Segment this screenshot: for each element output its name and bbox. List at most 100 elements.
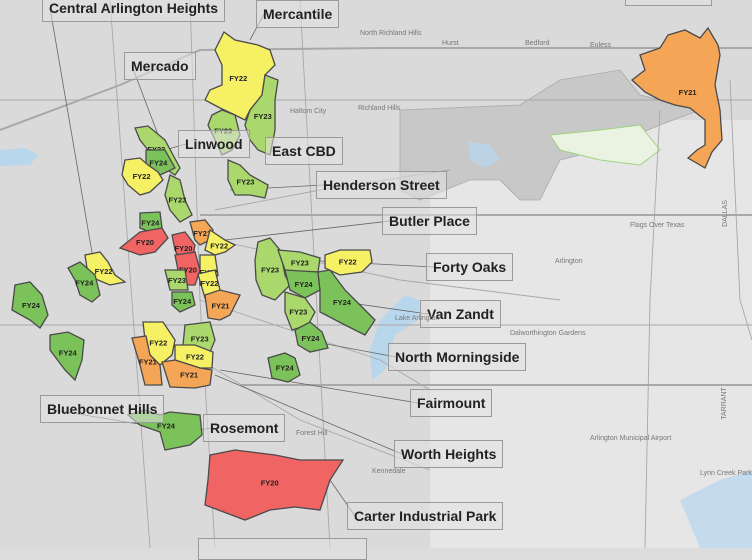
district-label: FY21 <box>193 229 211 238</box>
district-shape[interactable] <box>204 449 345 521</box>
place-label: Hurst <box>442 40 459 47</box>
district-label: FY20 <box>175 244 193 253</box>
district-fy24[interactable]: FY24 <box>67 261 101 303</box>
district-shape[interactable] <box>204 289 241 321</box>
district-label: FY24 <box>333 298 352 307</box>
district-shape[interactable] <box>11 281 49 329</box>
district-fy22[interactable]: FY22 <box>324 249 373 276</box>
district-fy22[interactable]: FY22 <box>204 31 276 121</box>
place-label: North Richland Hills <box>360 30 422 37</box>
district-fy24[interactable]: FY24 <box>171 291 196 313</box>
district-label: FY21 <box>139 357 157 366</box>
district-shape[interactable] <box>284 269 321 299</box>
park-area <box>549 124 661 166</box>
district-shape[interactable] <box>204 228 237 256</box>
callout-carter-industrial-park[interactable]: Carter Industrial Park <box>347 502 504 530</box>
district-label: FY22 <box>186 352 204 361</box>
road <box>644 109 661 548</box>
district-label: FY24 <box>149 159 168 168</box>
district-fy23[interactable]: FY23 <box>244 74 279 156</box>
district-fy23[interactable]: FY23 <box>227 159 269 199</box>
district-label: FY23 <box>261 265 279 274</box>
district-shape[interactable] <box>324 249 373 276</box>
district-shape[interactable] <box>317 269 376 336</box>
callout-central-arlington-heights[interactable]: Central Arlington Heights <box>42 0 226 22</box>
callout-worth-heights[interactable]: Worth Heights <box>394 440 504 468</box>
district-label: FY23 <box>168 196 186 205</box>
leader-line <box>219 369 419 404</box>
district-fy21[interactable]: FY21 <box>204 289 241 321</box>
district-fy20[interactable]: FY20 <box>118 227 169 256</box>
district-shape[interactable] <box>118 227 169 256</box>
district-fy24[interactable]: FY24 <box>11 281 49 329</box>
district-shape[interactable] <box>244 74 279 156</box>
district-shape[interactable] <box>227 159 269 199</box>
district-shape[interactable] <box>254 237 291 301</box>
district-shape[interactable] <box>161 359 213 389</box>
district-label: FY23 <box>168 276 186 285</box>
district-shape[interactable] <box>294 321 329 353</box>
place-label: DALLAS <box>721 200 729 227</box>
district-label: FY21 <box>180 370 198 379</box>
callout-van-zandt[interactable]: Van Zandt <box>420 300 501 328</box>
district-label: FY22 <box>201 279 219 288</box>
district-fy22[interactable]: FY22 <box>121 157 164 196</box>
district-fy21[interactable]: FY21 <box>161 359 213 389</box>
callout-forty-oaks[interactable]: Forty Oaks <box>426 253 514 281</box>
district-fy24[interactable]: FY24 <box>49 331 85 382</box>
road <box>109 0 151 548</box>
district-label: FY24 <box>295 280 314 289</box>
callout-henderson-street[interactable]: Henderson Street <box>316 171 447 199</box>
district-label: FY21 <box>679 88 697 97</box>
callout-cropped[interactable] <box>625 0 712 6</box>
district-label: FY23 <box>291 258 309 267</box>
callout-mercantile[interactable]: Mercantile <box>256 0 340 28</box>
district-shape[interactable] <box>630 26 723 169</box>
road <box>199 299 431 391</box>
callout-cropped[interactable] <box>198 538 367 560</box>
callout-east-cbd[interactable]: East CBD <box>265 137 343 165</box>
leader-line <box>49 7 96 271</box>
district-fy24[interactable]: FY24 <box>317 269 376 336</box>
district-fy23[interactable]: FY23 <box>164 174 193 223</box>
district-label: FY24 <box>157 421 176 430</box>
district-shape[interactable] <box>121 157 164 196</box>
callout-linwood[interactable]: Linwood <box>178 130 250 158</box>
callout-fairmount[interactable]: Fairmount <box>410 389 493 417</box>
district-shape[interactable] <box>171 291 196 313</box>
district-label: FY20 <box>179 266 197 275</box>
leader-line <box>214 374 403 455</box>
district-label: FY22 <box>229 74 247 83</box>
district-fy21[interactable]: FY21 <box>131 335 163 386</box>
district-fy24[interactable]: FY24 <box>284 269 321 299</box>
district-fy22[interactable]: FY22 <box>204 228 237 256</box>
district-shape[interactable] <box>131 335 163 386</box>
district-fy20[interactable]: FY20 <box>204 449 345 521</box>
district-shape[interactable] <box>267 352 301 383</box>
district-label: FY23 <box>237 178 255 187</box>
district-shape[interactable] <box>164 174 193 223</box>
district-fy23[interactable]: FY23 <box>164 269 189 291</box>
district-shape[interactable] <box>67 261 101 303</box>
callout-butler-place[interactable]: Butler Place <box>382 207 477 235</box>
map-canvas[interactable]: FY22FY23FY23FY23FY23FY24FY22FY23FY24FY20… <box>0 0 752 548</box>
callout-bluebonnet-hills[interactable]: Bluebonnet Hills <box>40 395 165 423</box>
callout-north-morningside[interactable]: North Morningside <box>388 343 527 371</box>
water-lake-worth <box>0 148 38 166</box>
water-river <box>370 295 420 380</box>
district-fy24[interactable]: FY24 <box>294 321 329 353</box>
district-shape[interactable] <box>49 331 85 382</box>
district-fy23[interactable]: FY23 <box>254 237 291 301</box>
place-label: Bedford <box>525 40 550 47</box>
place-label: TARRANT <box>720 387 728 420</box>
district-shape[interactable] <box>164 269 189 291</box>
place-label: Richland Hills <box>358 105 401 112</box>
callout-mercado[interactable]: Mercado <box>124 52 196 80</box>
callout-rosemont[interactable]: Rosemont <box>203 414 286 442</box>
district-label: FY24 <box>141 219 160 228</box>
district-shape[interactable] <box>204 31 276 121</box>
district-fy21[interactable]: FY21 <box>630 26 723 169</box>
district-fy24[interactable]: FY24 <box>267 352 301 383</box>
district-label: FY22 <box>133 172 151 181</box>
district-label: FY24 <box>276 363 295 372</box>
